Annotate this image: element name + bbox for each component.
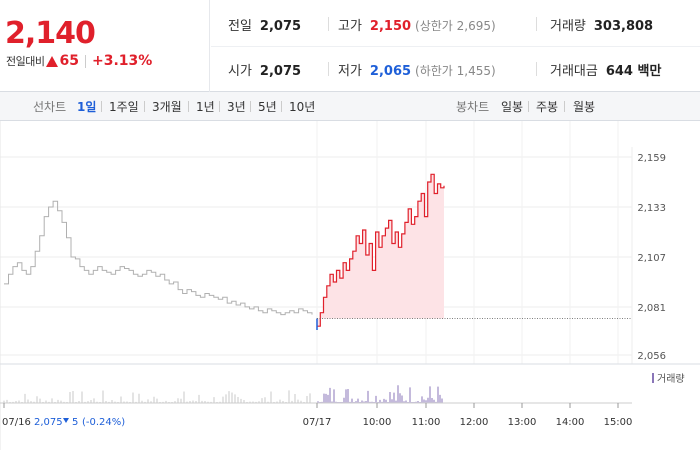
price-summary: 2,140 전일대비 65 +3.13% 전일 2,075 시가 2,075 고…: [0, 0, 700, 92]
divider: [536, 17, 537, 31]
stat-open: 시가 2,075: [228, 60, 301, 79]
prev-day-rate: (-0.24%): [82, 417, 125, 428]
prev-day-price-line: [4, 200, 313, 316]
grid: [0, 121, 633, 450]
candle-chart-label: 봉차트: [456, 100, 490, 114]
period-10y[interactable]: 10년: [289, 100, 316, 114]
stat-trade-value: 거래대금 644 백만: [550, 60, 661, 79]
divider: [536, 62, 537, 76]
x-tick-label: 11:00: [412, 417, 441, 428]
volume-legend-label: 거래량: [657, 373, 685, 385]
x-tick-label: 15:00: [604, 417, 633, 428]
stat-high: 고가 2,150 (상한가 2,695): [338, 15, 496, 34]
change-label: 전일대비: [6, 55, 45, 68]
stat-volume: 거래량 303,808: [550, 15, 653, 34]
current-price: 2,140: [5, 16, 96, 51]
y-tick-label: 2,107: [637, 253, 666, 264]
x-tick-label: 07/17: [303, 417, 332, 428]
prev-day-label: 07/16: [2, 417, 31, 428]
divider: [328, 62, 329, 76]
stat-value: 303,808: [593, 19, 654, 34]
period-5y[interactable]: 5년: [258, 100, 277, 114]
price-area-fill: [317, 174, 444, 327]
period-separator: [144, 101, 145, 112]
period-1d[interactable]: 1일: [77, 100, 97, 114]
stat-low: 저가 2,065 (하한가 1,455): [338, 60, 496, 79]
stat-label: 전일: [228, 19, 252, 34]
candle-daily[interactable]: 일봉: [501, 100, 524, 114]
stat-value: 644 백만: [605, 64, 662, 79]
period-3y[interactable]: 3년: [227, 100, 246, 114]
period-3m[interactable]: 3개월: [152, 100, 182, 114]
y-tick-label: 2,133: [637, 203, 666, 214]
stat-value: 2,150: [369, 19, 412, 34]
up-triangle-icon: [46, 55, 59, 67]
down-triangle-icon: [63, 418, 69, 423]
y-tick-label: 2,056: [637, 351, 666, 362]
today-price-line: [317, 173, 445, 327]
lower-limit: (하한가 1,455): [415, 64, 496, 78]
period-separator: [281, 101, 282, 112]
period-separator: [101, 101, 102, 112]
stat-label: 시가: [228, 64, 252, 79]
period-separator: [250, 101, 251, 112]
change-amount: 65: [59, 53, 79, 69]
divider: [328, 17, 329, 31]
y-tick-label: 2,159: [637, 153, 666, 164]
prev-day-change: 5: [72, 417, 78, 428]
y-tick-label: 2,081: [637, 303, 666, 314]
stat-label: 거래대금: [550, 64, 598, 79]
period-separator: [219, 101, 220, 112]
x-tick-label: 10:00: [363, 417, 392, 428]
period-separator: [564, 101, 565, 112]
intraday-chart: 2,159 2,133 2,107 2,081 2,056 거래량 07/17 10:00…: [0, 121, 700, 450]
upper-limit: (상한가 2,695): [415, 19, 496, 33]
stat-label: 고가: [338, 19, 362, 34]
row-divider: [211, 46, 700, 47]
period-1y[interactable]: 1년: [196, 100, 215, 114]
change-rate: +3.13%: [91, 53, 153, 69]
change-divider: [84, 54, 86, 68]
candle-monthly[interactable]: 월봉: [573, 100, 596, 114]
line-chart-label: 선차트: [33, 100, 67, 114]
stat-value: 2,075: [259, 64, 302, 79]
x-axis-ticks: [0, 402, 632, 408]
period-separator: [528, 101, 529, 112]
x-tick-label: 13:00: [508, 417, 537, 428]
y-tick-labels: 2,159 2,133 2,107 2,081 2,056: [637, 153, 666, 362]
period-separator: [188, 101, 189, 112]
change-row: 전일대비 65 +3.13%: [6, 53, 152, 69]
current-price-box: 2,140 전일대비 65 +3.13%: [0, 0, 210, 92]
stat-prev-close: 전일 2,075: [228, 15, 301, 34]
period-1w[interactable]: 1주일: [109, 100, 139, 114]
stat-label: 거래량: [550, 19, 586, 34]
stat-value: 2,075: [259, 19, 302, 34]
candle-weekly[interactable]: 주봉: [536, 100, 559, 114]
stat-label: 저가: [338, 64, 362, 79]
x-tick-label: 14:00: [556, 417, 585, 428]
volume-legend-swatch: [652, 373, 654, 383]
period-bar: 선차트 1일 1주일 3개월 1년 3년 5년 10년 봉차트 일봉 주봉 월봉: [0, 92, 700, 121]
x-tick-label: 12:00: [460, 417, 489, 428]
x-axis-labels: 07/17 10:00 11:00 12:00 13:00 14:00 15:00: [303, 417, 633, 428]
stat-value: 2,065: [369, 64, 412, 79]
prev-day-close: 2,075: [34, 417, 63, 428]
